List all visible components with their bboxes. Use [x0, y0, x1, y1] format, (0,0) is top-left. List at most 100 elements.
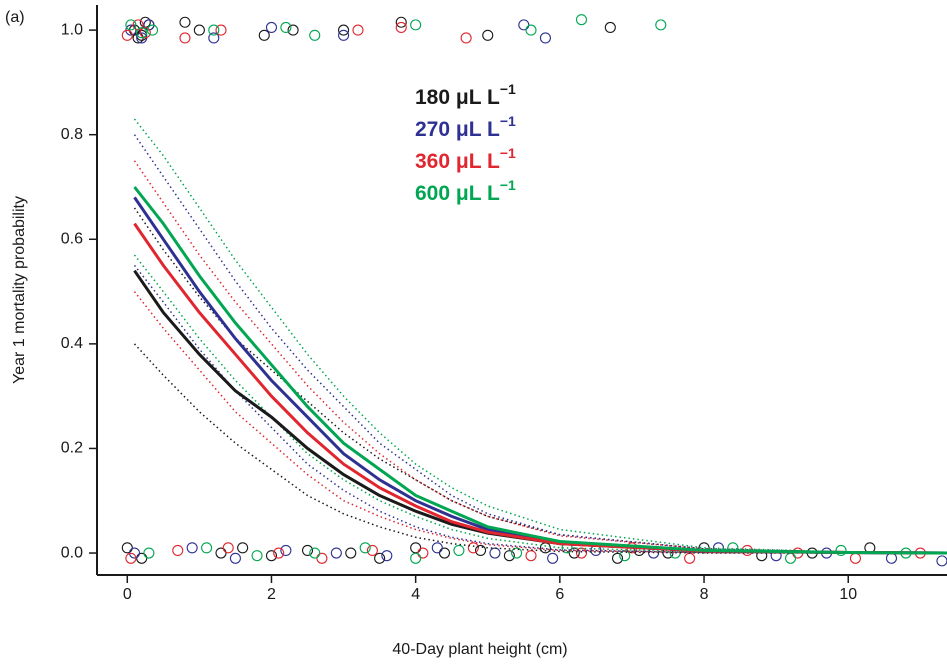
lower-bound	[133, 254, 947, 554]
point	[518, 19, 530, 31]
point	[936, 555, 947, 567]
point	[410, 542, 422, 554]
point	[453, 544, 465, 556]
point	[410, 19, 422, 31]
y-tick-label: 0.4	[61, 335, 83, 352]
point	[287, 24, 299, 36]
y-axis-label: Year 1 mortality probability	[11, 196, 28, 384]
point	[359, 542, 371, 554]
point	[309, 547, 321, 559]
point	[193, 24, 205, 36]
point	[438, 547, 451, 559]
point	[309, 29, 321, 41]
point	[460, 32, 472, 44]
y-tick-label: 0.0	[61, 544, 83, 561]
point	[136, 552, 148, 564]
upper-bound	[133, 118, 947, 554]
point	[604, 21, 616, 34]
fit-line	[133, 196, 947, 555]
x-tick-label: 10	[839, 586, 857, 603]
point	[316, 552, 328, 564]
point	[575, 14, 588, 26]
point	[352, 24, 364, 36]
point	[273, 547, 285, 559]
point	[785, 552, 797, 564]
point	[338, 24, 350, 36]
point	[539, 32, 551, 44]
point	[215, 24, 227, 36]
point	[410, 552, 422, 564]
upper-bound	[133, 160, 947, 554]
lower-bound	[133, 291, 947, 554]
point	[366, 544, 378, 556]
point	[345, 547, 357, 559]
panel-label: (a)	[5, 9, 25, 26]
point	[381, 550, 393, 562]
point	[136, 29, 148, 41]
x-tick-label: 4	[411, 586, 420, 603]
point	[885, 552, 898, 564]
point	[503, 550, 515, 562]
point	[511, 547, 523, 559]
y-tick-label: 1.0	[61, 21, 83, 38]
legend-label: 180 μL L	[415, 86, 500, 109]
x-tick-label: 8	[700, 586, 709, 603]
point	[525, 550, 537, 562]
point	[280, 544, 292, 556]
point	[568, 547, 580, 559]
point	[179, 32, 191, 44]
fit-line	[133, 222, 947, 555]
point	[125, 552, 137, 564]
point	[395, 21, 407, 34]
fit-line	[133, 269, 947, 555]
point	[201, 542, 213, 554]
upper-bound	[133, 134, 947, 554]
x-tick-label: 2	[267, 586, 276, 603]
point	[136, 27, 148, 39]
point	[125, 19, 137, 31]
legend-label: 270 μL L	[415, 118, 500, 141]
point	[146, 24, 159, 36]
legend-superscript: −1	[500, 177, 516, 193]
point	[121, 542, 133, 554]
point	[172, 544, 184, 556]
legend-label: 600 μL L	[415, 182, 500, 205]
legend-superscript: −1	[500, 81, 516, 97]
point	[265, 550, 278, 562]
point	[301, 544, 314, 556]
legend-entry: 270 μL L−1	[415, 113, 516, 141]
point	[229, 552, 241, 564]
y-tick-label: 0.2	[61, 440, 83, 457]
point	[179, 16, 191, 28]
point	[143, 547, 155, 559]
point	[655, 19, 667, 31]
point	[482, 29, 494, 41]
point	[467, 542, 479, 554]
point	[338, 29, 350, 41]
point	[611, 552, 624, 564]
point	[222, 542, 234, 554]
point	[431, 542, 443, 554]
point	[525, 24, 537, 36]
fit-line	[133, 186, 947, 555]
point	[489, 547, 501, 559]
x-tick-label: 0	[123, 586, 132, 603]
x-tick-label: 6	[555, 586, 564, 603]
legend-entry: 600 μL L−1	[415, 177, 516, 205]
point	[835, 544, 847, 556]
point	[330, 547, 342, 559]
y-tick-label: 0.8	[61, 126, 83, 143]
point	[237, 542, 249, 554]
legend-entry: 180 μL L−1	[415, 81, 516, 109]
point	[258, 29, 270, 41]
point	[186, 542, 198, 554]
point	[547, 552, 559, 564]
point	[280, 21, 292, 34]
point	[208, 32, 220, 44]
y-tick-label: 0.6	[61, 230, 83, 247]
point	[374, 552, 386, 564]
point	[474, 544, 487, 556]
legend-entry: 360 μL L−1	[415, 145, 516, 173]
point	[208, 24, 220, 36]
